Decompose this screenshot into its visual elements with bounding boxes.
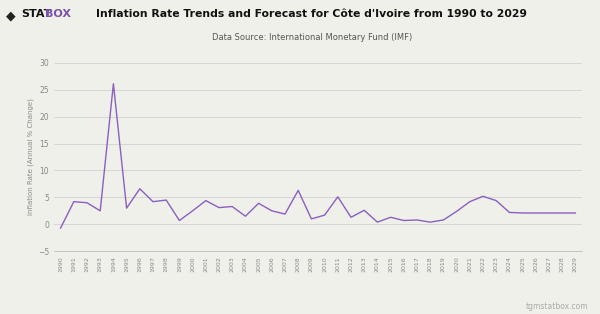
Text: BOX: BOX [45,9,71,19]
Text: Data Source: International Monetary Fund (IMF): Data Source: International Monetary Fund… [212,33,412,42]
Text: ◆: ◆ [6,9,16,22]
Text: STAT: STAT [21,9,52,19]
Y-axis label: Inflation Rate (Annual % Change): Inflation Rate (Annual % Change) [27,99,34,215]
Text: Inflation Rate Trends and Forecast for Côte d'Ivoire from 1990 to 2029: Inflation Rate Trends and Forecast for C… [97,9,527,19]
Text: tgmstatbox.com: tgmstatbox.com [526,302,588,311]
